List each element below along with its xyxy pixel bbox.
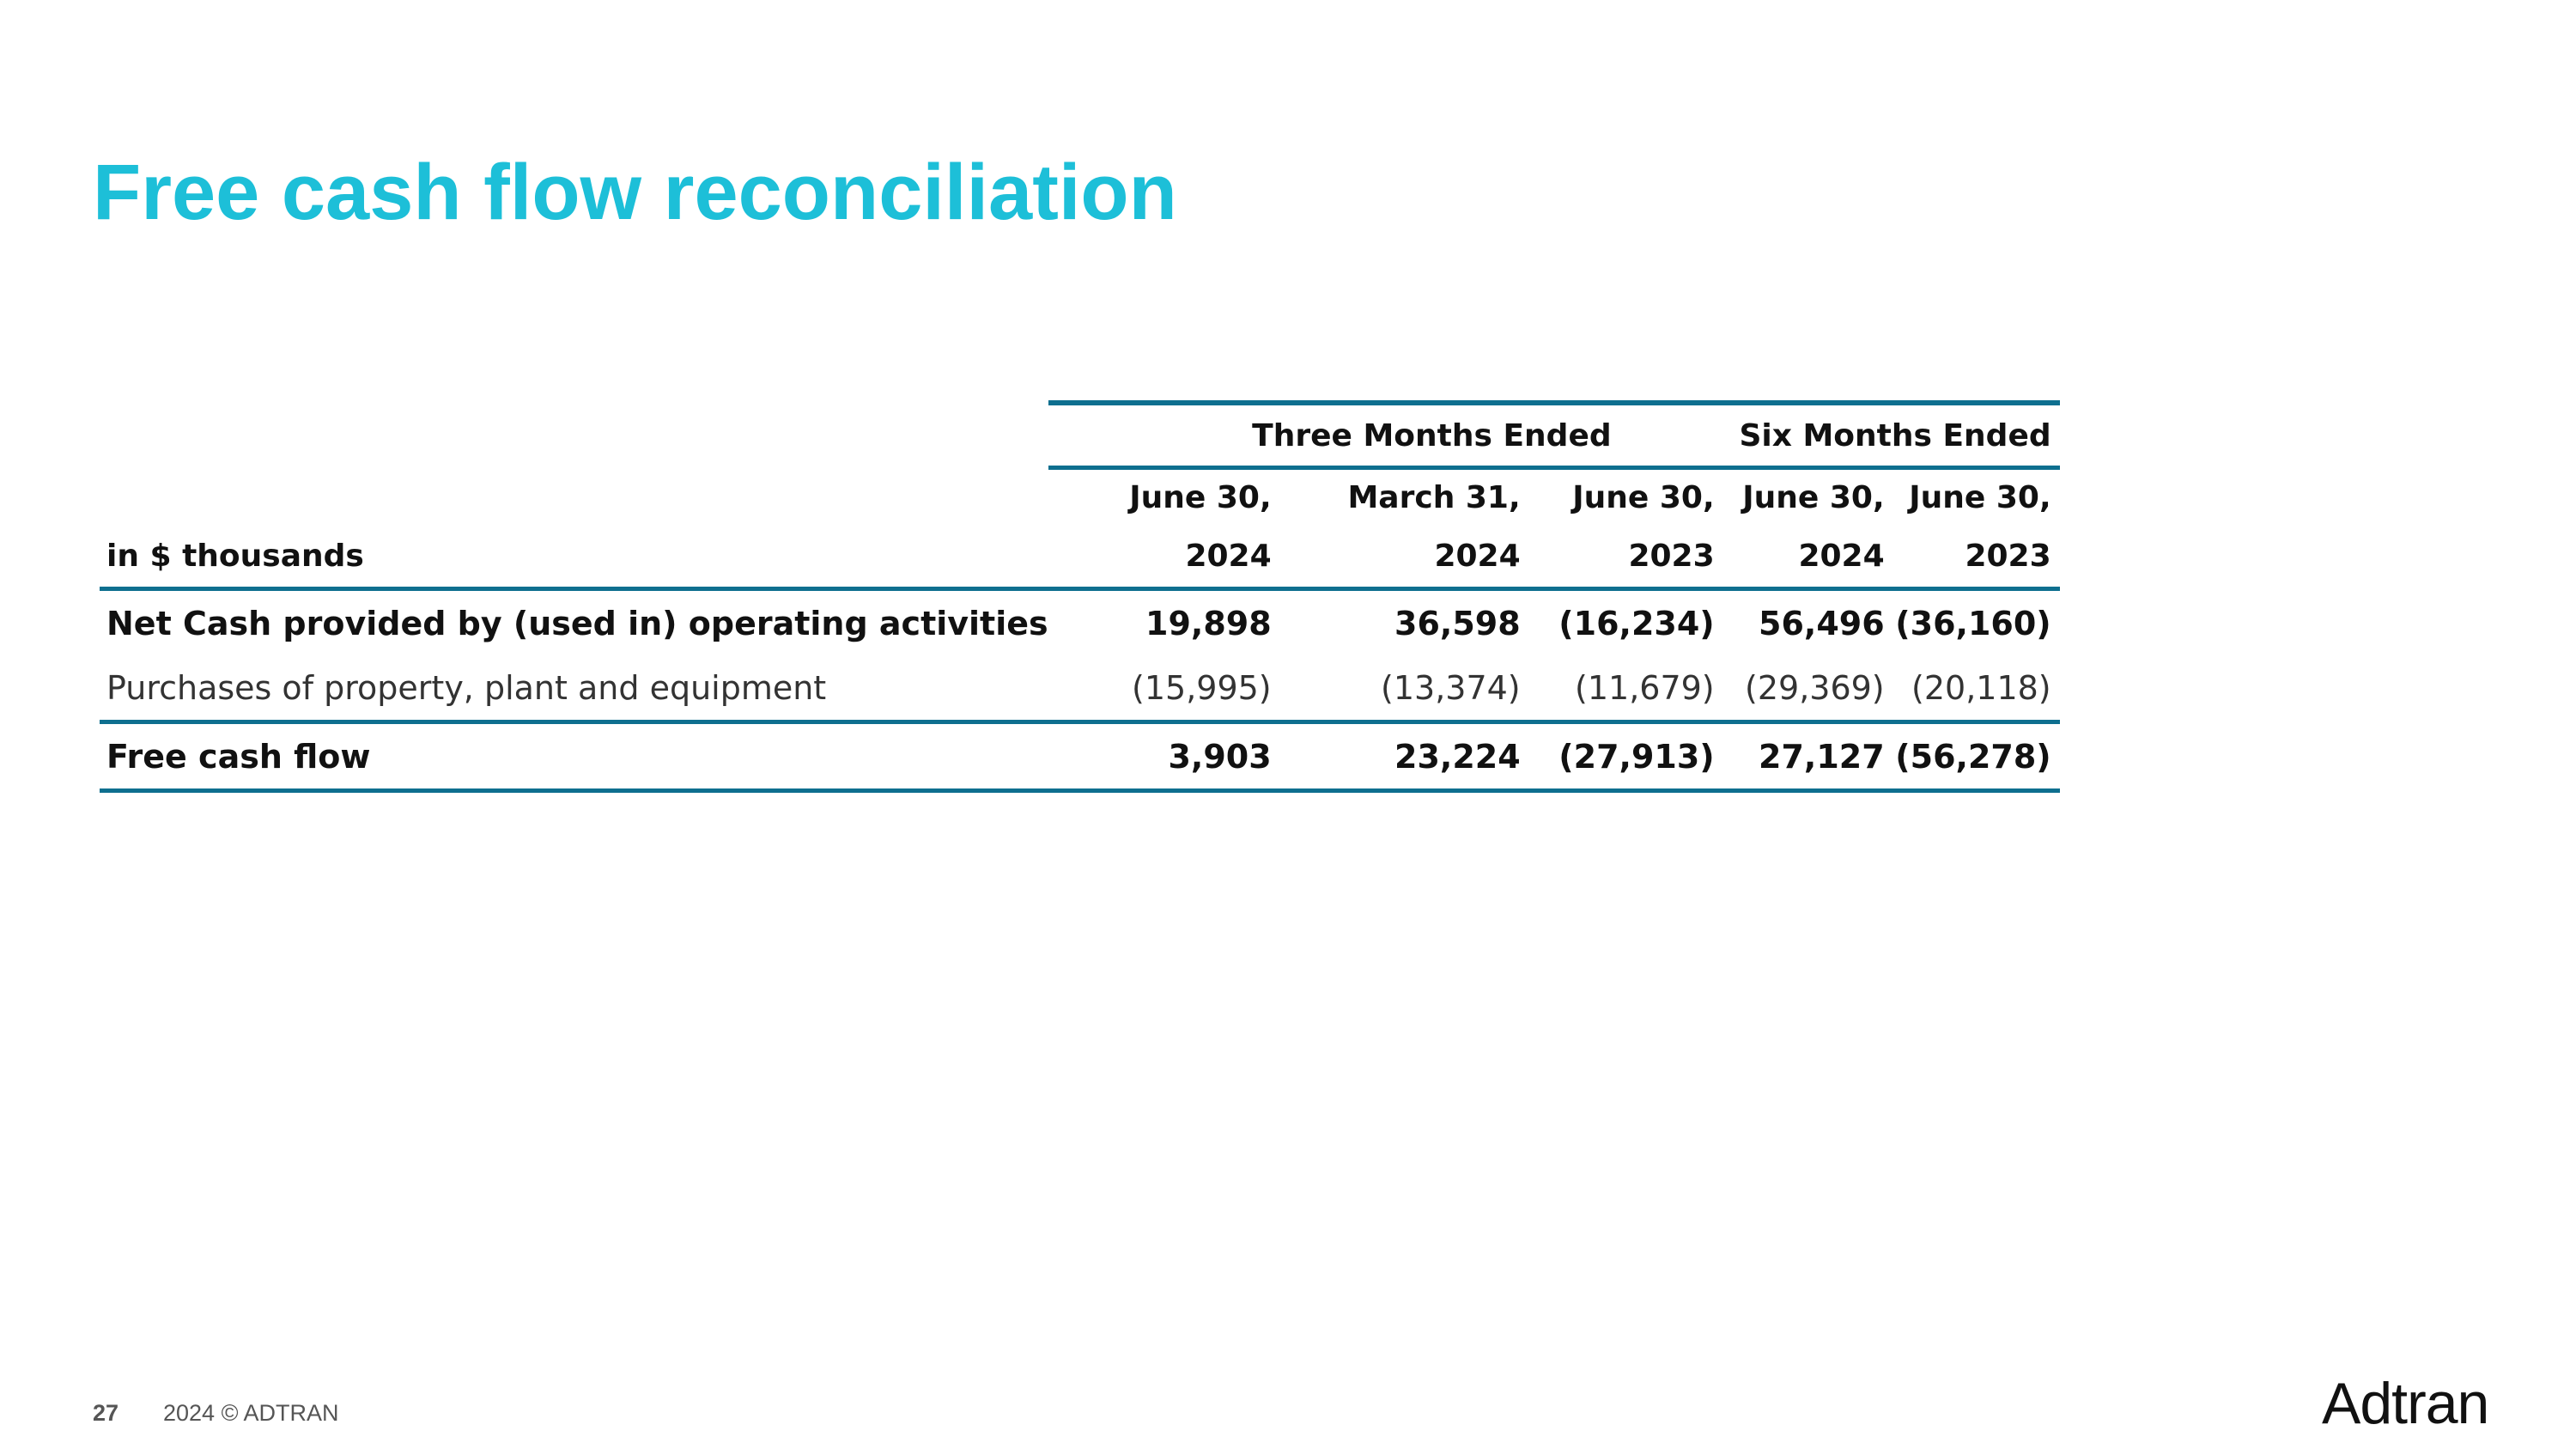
column-year-row: in $ thousands 2024 2024 2023 2024 2023 [100,525,2060,591]
group-header-six-months: Six Months Ended [1722,400,2060,470]
table-cell: (20,118) [1911,668,2051,707]
table-cell: 56,496 [1759,604,1885,642]
table-cell: 27,127 [1722,720,1893,793]
group-header-row: Three Months Ended Six Months Ended [100,400,2060,470]
table-row-capex: Purchases of property, plant and equipme… [100,655,2060,722]
column-date: June 30, [1129,479,1272,515]
table-row-free-cash-flow: Free cash flow 3,903 23,224 (27,913) 27,… [100,720,2060,793]
table-cell: (27,913) [1528,720,1723,793]
row-label: Net Cash provided by (used in) operating… [106,604,1048,642]
table-cell: 19,898 [1145,604,1272,642]
column-year: 2024 [1722,525,1893,591]
page-number: 27 [93,1400,119,1426]
adtran-logo: Adtran [2322,1371,2489,1436]
table-cell: 3,903 [1048,720,1280,793]
column-date-row: June 30, March 31, June 30, June 30, Jun… [100,468,2060,526]
fcf-table: Three Months Ended Six Months Ended June… [100,400,2060,793]
unit-label: in $ thousands [100,525,1048,591]
column-year: 2024 [1279,525,1529,591]
group-header-three-months: Three Months Ended [1048,400,1723,470]
column-date: June 30, [1572,479,1715,515]
table-cell: (56,278) [1893,720,2060,793]
column-date: June 30, [1742,479,1885,515]
reconciliation-table: Three Months Ended Six Months Ended June… [100,400,2060,793]
row-label: Free cash flow [100,720,1048,793]
table-row-operating-cash: Net Cash provided by (used in) operating… [100,589,2060,656]
row-label: Purchases of property, plant and equipme… [106,668,827,707]
slide-title: Free cash flow reconciliation [93,149,1177,236]
table-cell: (29,369) [1745,668,1885,707]
column-date: June 30, [1909,479,2051,515]
column-year: 2024 [1048,525,1280,591]
copyright-text: 2024 © ADTRAN [163,1400,339,1426]
table-cell: (11,679) [1575,668,1715,707]
table-cell: 36,598 [1394,604,1521,642]
table-cell: (15,995) [1132,668,1272,707]
table-cell: (16,234) [1558,604,1715,642]
table-cell: (36,160) [1895,604,2051,642]
table-cell: (13,374) [1381,668,1521,707]
column-year: 2023 [1528,525,1723,591]
column-date: March 31, [1347,479,1521,515]
column-year: 2023 [1893,525,2060,591]
table-cell: 23,224 [1279,720,1529,793]
